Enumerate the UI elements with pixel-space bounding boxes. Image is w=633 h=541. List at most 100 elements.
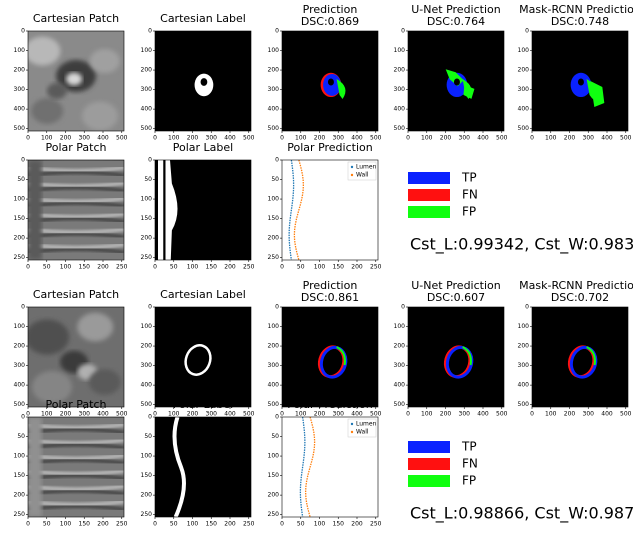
y-tick-label: 150 <box>268 472 280 479</box>
x-tick-label: 250 <box>116 521 128 528</box>
y-tick-label: 150 <box>141 215 153 222</box>
x-tick-label: 200 <box>351 264 363 271</box>
x-tick-label: 100 <box>41 135 53 142</box>
frame <box>407 30 505 132</box>
x-tick-label: 200 <box>314 411 326 418</box>
legend-label: TP <box>461 440 477 454</box>
seg-fp <box>590 81 605 107</box>
panel-title: Polar Patch <box>46 398 107 411</box>
x-tick-label: 300 <box>333 135 345 142</box>
y-tick-label: 400 <box>518 106 530 113</box>
x-tick-label: 150 <box>206 521 218 528</box>
y-tick-label: 0 <box>275 28 279 35</box>
y-tick-label: 500 <box>268 125 280 132</box>
x-tick-label: 0 <box>153 264 157 271</box>
y-tick-label: 200 <box>268 343 280 350</box>
y-tick-label: 250 <box>14 511 26 518</box>
legend-swatch <box>408 441 450 453</box>
image <box>532 31 628 131</box>
x-tick-label: 500 <box>620 411 632 418</box>
bg <box>28 417 124 517</box>
polar-curve <box>288 160 295 260</box>
label-lumen <box>163 160 166 260</box>
panel-subtitle: DSC:0.748 <box>551 15 609 28</box>
legend-label: Lumen <box>356 164 377 171</box>
panel: 005050100100150150200200250250LumenWallP… <box>268 398 382 528</box>
panel: 0 0 100 100 200 200 300 300 400 400 500 500 Mask-RCN… <box>518 3 633 142</box>
x-tick-label: 100 <box>187 521 199 528</box>
panel-subtitle: DSC:0.764 <box>427 15 485 28</box>
texture <box>66 72 83 86</box>
x-tick-label: 200 <box>224 264 236 271</box>
image <box>408 31 504 131</box>
y-tick-label: 250 <box>141 511 153 518</box>
y-tick-label: 250 <box>268 511 280 518</box>
y-tick-label: 100 <box>268 453 280 460</box>
x-tick-label: 0 <box>26 521 30 528</box>
y-tick-label: 100 <box>518 323 530 330</box>
x-tick-label: 100 <box>168 411 180 418</box>
legend-label: Lumen <box>356 421 377 428</box>
y-tick-label: 100 <box>268 47 280 54</box>
panel: 0 0 50 50 100 100 150 150 200 200 250 250 Polar Labe… <box>141 141 255 271</box>
y-tick-label: 500 <box>518 125 530 132</box>
seg-fp <box>462 346 472 366</box>
y-tick-label: 0 <box>21 157 25 164</box>
x-tick-label: 500 <box>370 135 382 142</box>
y-tick-label: 300 <box>394 362 406 369</box>
y-tick-label: 300 <box>141 362 153 369</box>
x-tick-label: 400 <box>97 411 109 418</box>
texture <box>82 101 118 131</box>
panel-title: U-Net Prediction <box>411 279 501 292</box>
y-tick-label: 50 <box>144 433 152 440</box>
x-tick-label: 100 <box>545 135 557 142</box>
x-tick-label: 100 <box>295 411 307 418</box>
y-tick-label: 500 <box>141 125 153 132</box>
y-tick-label: 150 <box>141 472 153 479</box>
panel: 00100100200200300300400400500500Predicti… <box>268 279 382 418</box>
x-tick-label: 400 <box>601 411 613 418</box>
x-tick-label: 100 <box>421 411 433 418</box>
y-tick-label: 50 <box>17 433 25 440</box>
bg <box>155 307 251 407</box>
label-wall <box>172 417 186 517</box>
y-tick-label: 200 <box>394 67 406 74</box>
x-tick-label: 400 <box>477 135 489 142</box>
y-tick-label: 0 <box>275 304 279 311</box>
y-tick-label: 0 <box>21 28 25 35</box>
x-tick-label: 400 <box>224 135 236 142</box>
panel: 00100100200200300300400400500500Cartesia… <box>141 288 255 418</box>
y-tick-label: 300 <box>394 86 406 93</box>
y-tick-label: 100 <box>14 47 26 54</box>
seg-fp <box>336 346 346 366</box>
x-tick-label: 0 <box>530 135 534 142</box>
y-tick-label: 0 <box>148 28 152 35</box>
x-tick-label: 500 <box>370 411 382 418</box>
bg <box>532 307 628 407</box>
y-tick-label: 0 <box>401 28 405 35</box>
y-tick-label: 250 <box>14 254 26 261</box>
x-tick-label: 250 <box>370 264 382 271</box>
seg-fp <box>445 69 475 99</box>
y-tick-label: 100 <box>14 196 26 203</box>
texture <box>28 319 70 355</box>
legend-marker <box>350 165 354 169</box>
y-tick-label: 150 <box>14 472 26 479</box>
frame <box>281 30 379 132</box>
legend-label: FN <box>462 188 478 202</box>
x-tick-label: 100 <box>295 135 307 142</box>
y-tick-label: 400 <box>14 382 26 389</box>
y-tick-label: 200 <box>268 67 280 74</box>
y-tick-label: 0 <box>275 157 279 164</box>
x-tick-label: 0 <box>530 411 534 418</box>
panel-title: Prediction <box>303 279 358 292</box>
legend-label: FN <box>462 457 478 471</box>
y-tick-label: 50 <box>144 176 152 183</box>
image <box>28 160 124 260</box>
x-tick-label: 100 <box>314 521 326 528</box>
polar-curve <box>293 160 305 260</box>
y-tick-label: 0 <box>525 304 529 311</box>
image <box>155 31 251 131</box>
